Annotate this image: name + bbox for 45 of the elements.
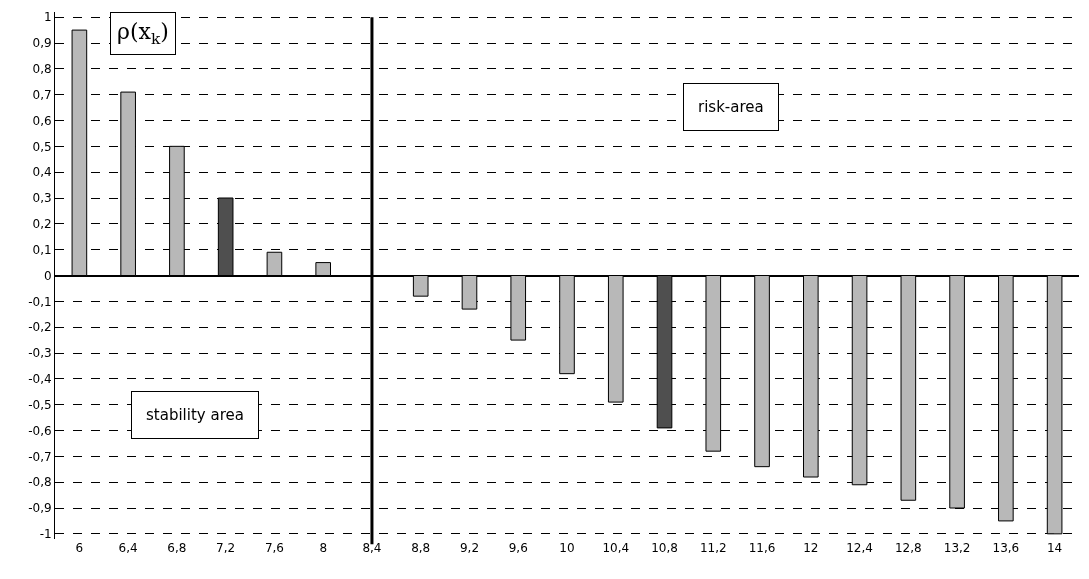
x-tick-label: 8 — [319, 541, 328, 555]
x-tick-label: 12,8 — [894, 541, 922, 555]
x-tick-label: 9,6 — [508, 541, 528, 555]
annotation: risk-area — [698, 98, 764, 116]
x-tick-label: 12,4 — [846, 541, 873, 555]
y-tick-label: 0,8 — [32, 62, 52, 77]
y-tick-label: 0,5 — [32, 139, 52, 154]
x-tick-label: 10,4 — [602, 541, 630, 555]
y-tick-label: 0,4 — [32, 165, 52, 180]
x-tick-label: 7,2 — [216, 541, 236, 555]
y-tick-label: 0,6 — [32, 113, 52, 128]
y-tick-label: 0,1 — [32, 242, 52, 257]
y-tick-label: -0,3 — [28, 346, 52, 361]
y-tick-label: -0,4 — [28, 372, 52, 387]
x-tick-label: 10,8 — [651, 541, 678, 555]
y-tick-label: 0,9 — [32, 36, 52, 51]
y-tick-label: -0,2 — [28, 320, 52, 335]
y-tick-label: 0,3 — [32, 191, 52, 206]
y-tick-label: -1 — [39, 527, 52, 542]
y-tick-label: -0,6 — [28, 423, 52, 438]
y-tick-label: 1 — [43, 10, 52, 25]
y-tick-label: 0,7 — [32, 87, 52, 102]
y-tick-label: -0,9 — [28, 501, 52, 516]
x-tick-label: 8,4 — [362, 541, 382, 555]
y-tick-label: -0,7 — [28, 449, 52, 464]
x-tick-label: 9,2 — [459, 541, 480, 555]
annotation: ρ(x$_{k}$) — [117, 19, 169, 48]
x-tick-label: 11,2 — [699, 541, 727, 555]
x-tick-label: 14 — [1046, 541, 1063, 555]
x-tick-label: 8,8 — [411, 541, 431, 555]
x-tick-label: 6,8 — [167, 541, 187, 555]
y-tick-label: -0,5 — [28, 397, 52, 412]
y-tick-label: 0 — [43, 268, 52, 283]
y-tick-label: -0,8 — [28, 475, 52, 490]
x-tick-label: 6,4 — [118, 541, 138, 555]
x-tick-label: 11,6 — [748, 541, 776, 555]
annotation: stability area — [146, 406, 244, 424]
x-tick-label: 12 — [803, 541, 819, 555]
x-tick-label: 7,6 — [264, 541, 284, 555]
x-tick-label: 13,6 — [992, 541, 1020, 555]
y-tick-label: -0,1 — [28, 294, 52, 309]
x-tick-label: 13,2 — [943, 541, 971, 555]
y-tick-label: 0,2 — [32, 217, 52, 232]
x-tick-label: 6 — [75, 541, 84, 555]
x-tick-label: 10 — [559, 541, 575, 555]
